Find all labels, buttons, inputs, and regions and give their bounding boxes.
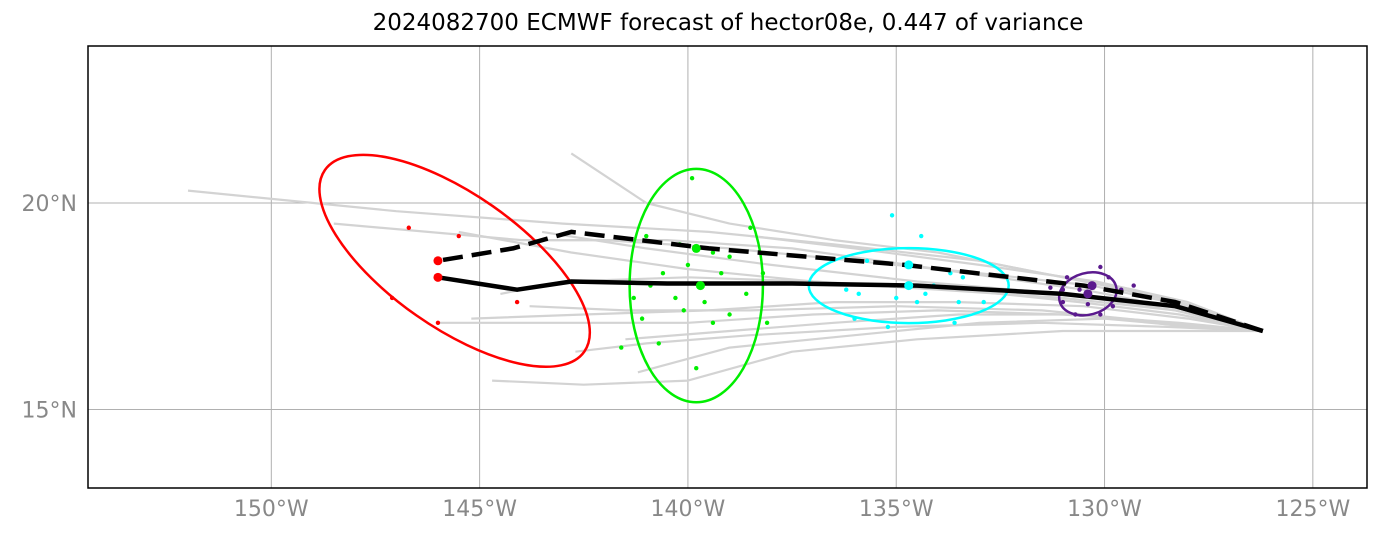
- ensemble-track: [575, 323, 1262, 352]
- member-point: [1131, 283, 1135, 287]
- member-point: [686, 263, 690, 267]
- member-point: [1077, 288, 1081, 292]
- member-point: [748, 226, 752, 230]
- mean-position-point: [904, 281, 913, 290]
- member-point: [632, 296, 636, 300]
- member-point: [852, 316, 856, 320]
- mean-position-point: [696, 281, 705, 290]
- member-positions: [390, 176, 1136, 370]
- lon-tick-label: 140°W: [651, 497, 726, 522]
- member-point: [886, 325, 890, 329]
- member-point: [457, 234, 461, 238]
- ensemble-tracks: [188, 153, 1263, 384]
- member-point: [865, 259, 869, 263]
- member-point: [1111, 304, 1115, 308]
- member-point: [1065, 275, 1069, 279]
- control-position-point: [692, 244, 701, 253]
- lon-tick-label: 130°W: [1067, 497, 1142, 522]
- lon-tick-label: 125°W: [1275, 497, 1350, 522]
- member-point: [515, 300, 519, 304]
- member-point: [744, 292, 748, 296]
- member-point: [1073, 312, 1077, 316]
- lat-tick-label: 15°N: [22, 399, 77, 424]
- member-point: [702, 300, 706, 304]
- member-point: [890, 213, 894, 217]
- member-point: [1098, 312, 1102, 316]
- member-point: [919, 234, 923, 238]
- member-point: [844, 288, 848, 292]
- lon-tick-label: 145°W: [442, 497, 517, 522]
- member-point: [1086, 302, 1090, 306]
- member-point: [661, 271, 665, 275]
- control-position-point: [433, 256, 442, 265]
- member-point: [711, 321, 715, 325]
- member-point: [1061, 300, 1065, 304]
- lon-tick-label: 135°W: [859, 497, 934, 522]
- member-point: [644, 234, 648, 238]
- member-point: [682, 308, 686, 312]
- member-point: [915, 300, 919, 304]
- member-point: [1098, 265, 1102, 269]
- plot-area: [188, 115, 1263, 406]
- member-point: [1048, 285, 1052, 289]
- member-point: [923, 292, 927, 296]
- member-point: [952, 321, 956, 325]
- member-point: [390, 296, 394, 300]
- lon-tick-label: 150°W: [234, 497, 309, 522]
- forecast-map: 150°W 145°W 140°W 135°W 130°W 125°W 20°N 15°N: [0, 0, 1382, 537]
- member-point: [690, 176, 694, 180]
- member-point: [657, 341, 661, 345]
- control-position-point: [1088, 281, 1097, 290]
- mean-position-point: [433, 273, 442, 282]
- member-point: [727, 254, 731, 258]
- member-point: [961, 275, 965, 279]
- lat-tick-label: 20°N: [22, 192, 77, 217]
- member-point: [765, 321, 769, 325]
- ensemble-track: [492, 331, 1263, 385]
- member-point: [857, 292, 861, 296]
- member-point: [694, 366, 698, 370]
- member-point: [1107, 275, 1111, 279]
- member-point: [407, 226, 411, 230]
- map-frame: [88, 46, 1367, 488]
- member-point: [640, 316, 644, 320]
- uncertainty-ellipses: [287, 115, 1122, 406]
- member-point: [982, 300, 986, 304]
- mean-position-point: [1083, 289, 1092, 298]
- graticule: [88, 46, 1367, 488]
- member-point: [957, 300, 961, 304]
- control-position-point: [904, 260, 913, 269]
- member-point: [894, 296, 898, 300]
- member-point: [673, 296, 677, 300]
- member-point: [619, 345, 623, 349]
- uncertainty-ellipse: [287, 115, 623, 406]
- member-point: [761, 271, 765, 275]
- member-point: [436, 321, 440, 325]
- member-point: [727, 312, 731, 316]
- member-point: [719, 271, 723, 275]
- member-point: [1061, 288, 1065, 292]
